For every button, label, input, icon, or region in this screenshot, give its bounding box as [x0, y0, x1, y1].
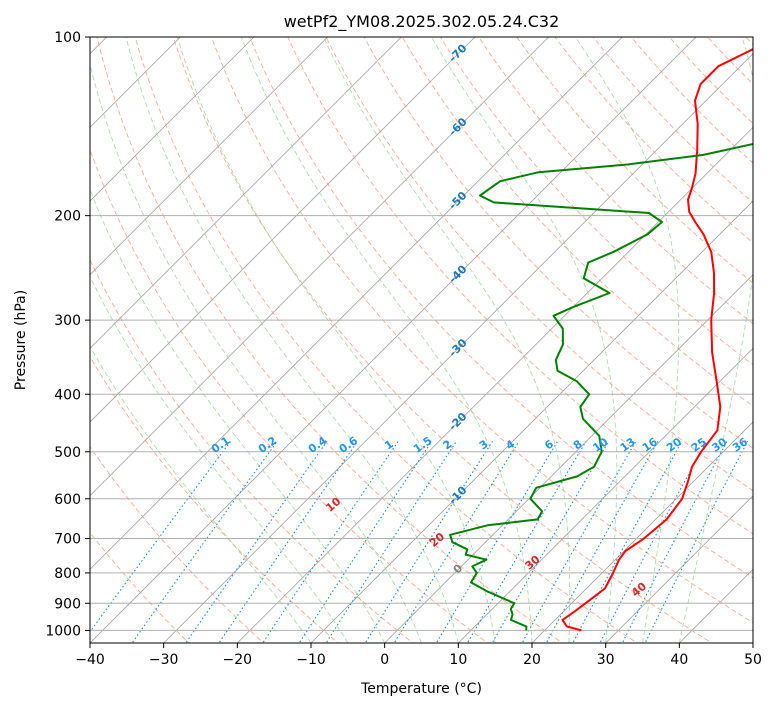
isotherm	[531, 421, 753, 643]
mixing-ratio-line	[393, 441, 520, 643]
chart-title: wetPf2_YM08.2025.302.05.24.C32	[284, 12, 560, 32]
x-tick-label: 0	[380, 652, 389, 668]
isotherm	[384, 274, 753, 643]
moist-adiabat	[90, 345, 312, 643]
dry-adiabat	[249, 37, 753, 579]
isotherm	[237, 126, 753, 643]
moist-adiabat	[90, 188, 386, 643]
isotherm	[310, 200, 753, 643]
isotherm	[458, 347, 753, 643]
mixing-ratio-line	[435, 441, 559, 643]
mixing-ratio-line	[621, 441, 728, 643]
mixing-ratio-line	[521, 441, 637, 643]
isotherm	[90, 37, 549, 497]
dry-adiabat	[363, 37, 753, 449]
dry-adiabat	[325, 37, 753, 492]
y-tick-label: 600	[54, 492, 81, 508]
x-tick-label: −40	[75, 652, 105, 668]
isotherm	[90, 37, 697, 643]
moist-adiabat	[323, 37, 571, 643]
x-tick-label: 30	[597, 652, 615, 668]
mixing-ratio-line	[364, 441, 493, 643]
isotherm	[90, 37, 476, 423]
y-axis-label: Pressure (hPa)	[13, 290, 29, 390]
mixing-ratio-line	[491, 441, 610, 643]
y-tick-label: 700	[54, 532, 81, 548]
dry-adiabat	[90, 148, 489, 643]
y-tick-label: 200	[54, 209, 81, 225]
x-axis-label: Temperature (°C)	[360, 681, 482, 697]
plot-background	[90, 37, 753, 643]
isotherm	[90, 37, 623, 570]
x-tick-label: −10	[296, 652, 326, 668]
plot-frame	[89, 36, 754, 644]
mixing-ratio-line	[466, 441, 587, 643]
x-axis: −40 −30 −20 −10 0 10 20 30 40 50	[75, 643, 762, 668]
x-tick-label: 10	[449, 652, 467, 668]
sounding-profiles	[449, 48, 753, 632]
moist-adiabat	[90, 62, 422, 643]
x-tick-label: −30	[149, 652, 179, 668]
mixing-ratio-line	[185, 440, 328, 643]
isotherm	[605, 495, 753, 643]
mixing-ratio-line	[262, 440, 399, 643]
y-tick-label: 500	[54, 445, 81, 461]
moist-adiabat	[125, 37, 459, 643]
y-tick-label: 300	[54, 313, 81, 329]
isotherm	[90, 37, 402, 349]
mixing-ratio-line	[131, 440, 278, 643]
isotherm	[90, 37, 255, 202]
y-tick-label: 400	[54, 387, 81, 403]
x-tick-label: 40	[670, 652, 688, 668]
mixing-ratio-line	[599, 441, 708, 643]
moist-adiabat	[678, 37, 753, 643]
dry-adiabat	[439, 37, 753, 366]
moist-adiabat	[240, 37, 533, 643]
x-tick-label: −20	[223, 652, 253, 668]
mixing-ratio-line	[298, 440, 433, 643]
moist-adiabat	[431, 37, 618, 643]
y-tick-label: 800	[54, 566, 81, 582]
y-tick-label: 100	[54, 30, 81, 46]
isotherm	[90, 37, 328, 276]
plot-area: 0.1 0.2 0.4 0.6 1 1.5 2 3 4 6 8 10 13 16 20 25 30 36-70-6…	[89, 36, 754, 644]
y-axis: 100 200 300 400 500 600 700 800 900 1000	[45, 30, 90, 639]
mixing-ratio-line	[325, 440, 457, 643]
x-tick-label: 20	[523, 652, 541, 668]
x-tick-label: 50	[744, 652, 762, 668]
isotherm	[163, 53, 753, 643]
dry-adiabat	[287, 37, 753, 535]
dry-adiabat	[172, 37, 713, 643]
mixing-ratio-line	[572, 441, 683, 643]
dewpoint-profile	[449, 143, 753, 631]
moist-adiabat	[90, 275, 349, 643]
y-tick-label: 1000	[45, 623, 81, 639]
moist-adiabat	[575, 37, 680, 643]
temperature-profile	[561, 48, 753, 632]
moist-adiabat	[176, 37, 496, 643]
y-tick-label: 900	[54, 596, 81, 612]
